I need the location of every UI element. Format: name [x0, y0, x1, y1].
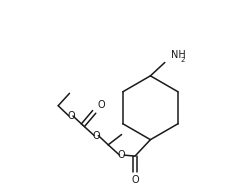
Text: O: O [97, 100, 105, 110]
Text: 2: 2 [180, 57, 184, 63]
Text: O: O [92, 130, 100, 141]
Text: O: O [67, 111, 75, 121]
Text: NH: NH [171, 50, 185, 60]
Text: O: O [118, 150, 125, 160]
Text: O: O [131, 175, 139, 185]
